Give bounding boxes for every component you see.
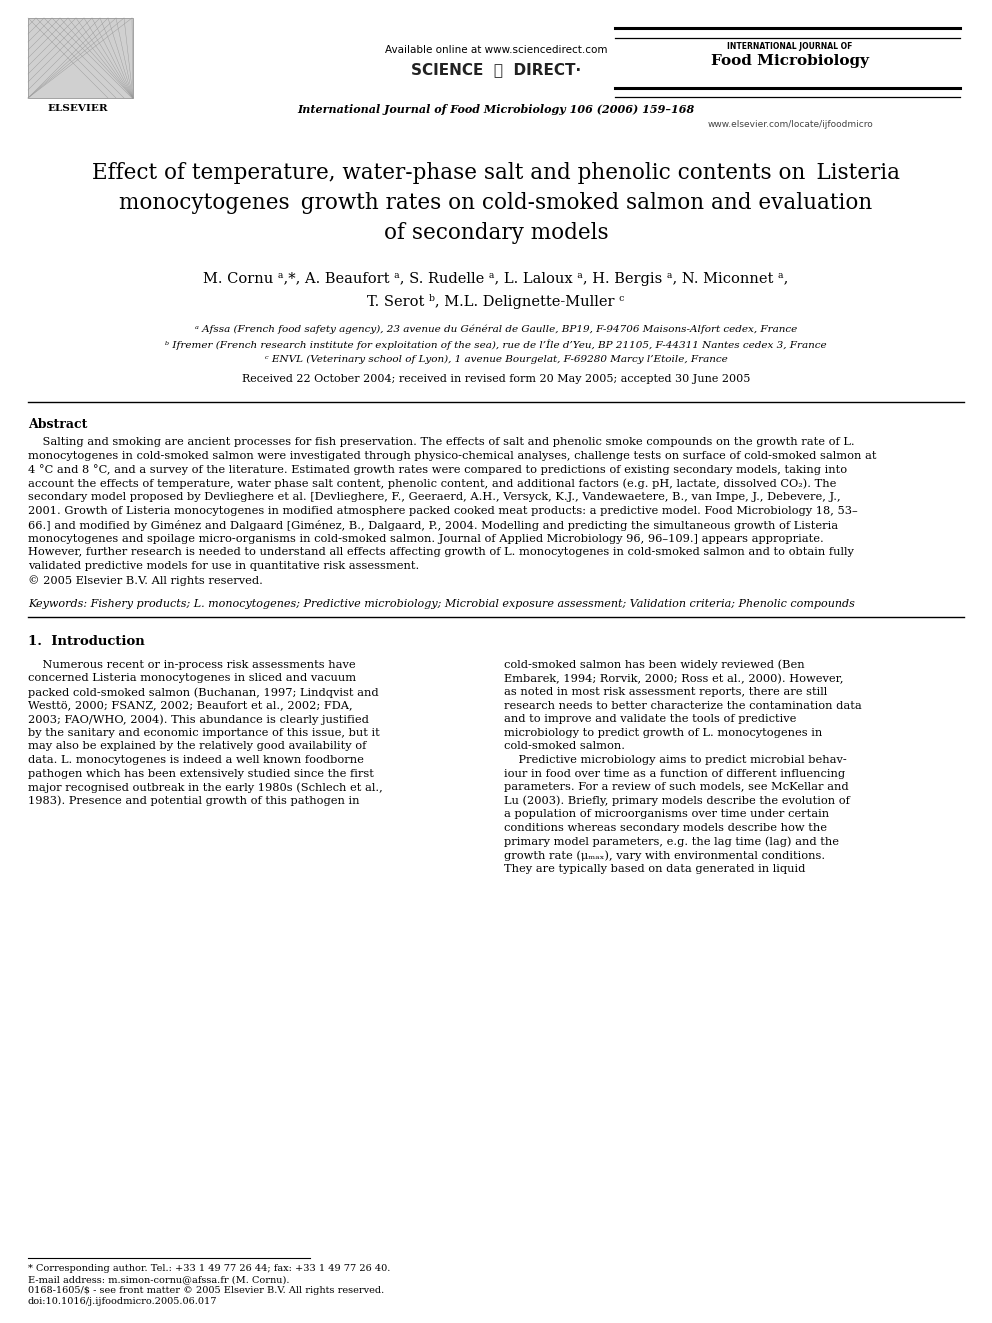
Text: microbiology to predict growth of L. monocytogenes in: microbiology to predict growth of L. mon… [504,728,822,738]
Text: account the effects of temperature, water phase salt content, phenolic content, : account the effects of temperature, wate… [28,479,836,490]
Text: cold-smoked salmon has been widely reviewed (Ben: cold-smoked salmon has been widely revie… [504,660,805,671]
Text: 4 °C and 8 °C, and a survey of the literature. Estimated growth rates were compa: 4 °C and 8 °C, and a survey of the liter… [28,464,847,475]
Text: of secondary models: of secondary models [384,222,608,243]
Text: cold-smoked salmon.: cold-smoked salmon. [504,741,625,751]
Text: They are typically based on data generated in liquid: They are typically based on data generat… [504,864,806,873]
Text: as noted in most risk assessment reports, there are still: as noted in most risk assessment reports… [504,687,827,697]
Text: ᶜ ENVL (Veterinary school of Lyon), 1 avenue Bourgelat, F-69280 Marcy l’Etoile, : ᶜ ENVL (Veterinary school of Lyon), 1 av… [265,355,727,364]
Text: Available online at www.sciencedirect.com: Available online at www.sciencedirect.co… [385,45,607,56]
Text: data. L. monocytogenes is indeed a well known foodborne: data. L. monocytogenes is indeed a well … [28,755,364,765]
Text: 1983). Presence and potential growth of this pathogen in: 1983). Presence and potential growth of … [28,796,359,806]
Text: monocytogenes and spoilage micro-organisms in cold-smoked salmon. Journal of App: monocytogenes and spoilage micro-organis… [28,533,823,544]
Text: by the sanitary and economic importance of this issue, but it: by the sanitary and economic importance … [28,728,380,738]
Text: 1.  Introduction: 1. Introduction [28,635,145,648]
Text: secondary model proposed by Devlieghere et al. [Devlieghere, F., Geeraerd, A.H.,: secondary model proposed by Devlieghere … [28,492,840,503]
Text: Abstract: Abstract [28,418,87,431]
Text: 2003; FAO/WHO, 2004). This abundance is clearly justified: 2003; FAO/WHO, 2004). This abundance is … [28,714,369,725]
Text: monocytogenes in cold-smoked salmon were investigated through physico-chemical a: monocytogenes in cold-smoked salmon were… [28,451,877,460]
Text: Numerous recent or in-process risk assessments have: Numerous recent or in-process risk asses… [28,660,355,669]
Text: www.elsevier.com/locate/ijfoodmicro: www.elsevier.com/locate/ijfoodmicro [707,120,873,130]
Text: pathogen which has been extensively studied since the first: pathogen which has been extensively stud… [28,769,374,779]
Text: Westtö, 2000; FSANZ, 2002; Beaufort et al., 2002; FDA,: Westtö, 2000; FSANZ, 2002; Beaufort et a… [28,701,352,710]
Bar [28,19,133,98]
Text: © 2005 Elsevier B.V. All rights reserved.: © 2005 Elsevier B.V. All rights reserved… [28,576,263,586]
Text: monocytogenes  growth rates on cold-smoked salmon and evaluation: monocytogenes growth rates on cold-smoke… [119,192,873,214]
Text: major recognised outbreak in the early 1980s (Schlech et al.,: major recognised outbreak in the early 1… [28,782,383,792]
Text: ᵇ Ifremer (French research institute for exploitation of the sea), rue de l’Île : ᵇ Ifremer (French research institute for… [166,340,826,351]
Text: SCIENCE  ⓐ  DIRECT·: SCIENCE ⓐ DIRECT· [411,62,581,77]
Text: ᵃ Afssa (French food safety agency), 23 avenue du Général de Gaulle, BP19, F-947: ᵃ Afssa (French food safety agency), 23 … [194,325,798,335]
Text: Effect of temperature, water-phase salt and phenolic contents on  Listeria: Effect of temperature, water-phase salt … [92,161,900,184]
Text: and to improve and validate the tools of predictive: and to improve and validate the tools of… [504,714,797,724]
Text: Food Microbiology: Food Microbiology [711,54,869,67]
Text: Salting and smoking are ancient processes for fish preservation. The effects of : Salting and smoking are ancient processe… [28,437,855,447]
Text: 66.] and modified by Giménez and Dalgaard [Giménez, B., Dalgaard, P., 2004. Mode: 66.] and modified by Giménez and Dalgaar… [28,520,838,531]
Text: Predictive microbiology aims to predict microbial behav-: Predictive microbiology aims to predict … [504,755,847,765]
Text: Embarek, 1994; Rorvik, 2000; Ross et al., 2000). However,: Embarek, 1994; Rorvik, 2000; Ross et al.… [504,673,843,684]
Text: M. Cornu ᵃ,*, A. Beaufort ᵃ, S. Rudelle ᵃ, L. Laloux ᵃ, H. Bergis ᵃ, N. Miconnet: M. Cornu ᵃ,*, A. Beaufort ᵃ, S. Rudelle … [203,273,789,286]
Text: primary model parameters, e.g. the lag time (lag) and the: primary model parameters, e.g. the lag t… [504,836,839,847]
Text: concerned Listeria monocytogenes in sliced and vacuum: concerned Listeria monocytogenes in slic… [28,673,356,684]
Text: E-mail address: m.simon-cornu@afssa.fr (M. Cornu).: E-mail address: m.simon-cornu@afssa.fr (… [28,1275,290,1285]
Text: validated predictive models for use in quantitative risk assessment.: validated predictive models for use in q… [28,561,420,572]
Text: T. Serot ᵇ, M.L. Delignette-Muller ᶜ: T. Serot ᵇ, M.L. Delignette-Muller ᶜ [367,294,625,310]
Text: 2001. Growth of Listeria monocytogenes in modified atmosphere packed cooked meat: 2001. Growth of Listeria monocytogenes i… [28,505,858,516]
Text: Keywords: Fishery products; L. monocytogenes; Predictive microbiology; Microbial: Keywords: Fishery products; L. monocytog… [28,599,855,609]
Text: iour in food over time as a function of different influencing: iour in food over time as a function of … [504,769,845,779]
Text: a population of microorganisms over time under certain: a population of microorganisms over time… [504,810,829,819]
Text: research needs to better characterize the contamination data: research needs to better characterize th… [504,701,862,710]
Text: parameters. For a review of such models, see McKellar and: parameters. For a review of such models,… [504,782,848,792]
Text: growth rate (μₘₐₓ), vary with environmental conditions.: growth rate (μₘₐₓ), vary with environmen… [504,851,825,861]
Text: Received 22 October 2004; received in revised form 20 May 2005; accepted 30 June: Received 22 October 2004; received in re… [242,374,750,384]
Text: may also be explained by the relatively good availability of: may also be explained by the relatively … [28,741,366,751]
Text: doi:10.1016/j.ijfoodmicro.2005.06.017: doi:10.1016/j.ijfoodmicro.2005.06.017 [28,1297,217,1306]
Text: INTERNATIONAL JOURNAL OF: INTERNATIONAL JOURNAL OF [727,42,853,52]
Text: International Journal of Food Microbiology 106 (2006) 159–168: International Journal of Food Microbiolo… [298,105,694,115]
Text: packed cold-smoked salmon (Buchanan, 1997; Lindqvist and: packed cold-smoked salmon (Buchanan, 199… [28,687,379,697]
Text: conditions whereas secondary models describe how the: conditions whereas secondary models desc… [504,823,827,833]
Text: However, further research is needed to understand all effects affecting growth o: However, further research is needed to u… [28,548,854,557]
Text: * Corresponding author. Tel.: +33 1 49 77 26 44; fax: +33 1 49 77 26 40.: * Corresponding author. Tel.: +33 1 49 7… [28,1263,391,1273]
Text: Lu (2003). Briefly, primary models describe the evolution of: Lu (2003). Briefly, primary models descr… [504,796,850,806]
Text: ELSEVIER: ELSEVIER [48,105,108,112]
Text: 0168-1605/$ - see front matter © 2005 Elsevier B.V. All rights reserved.: 0168-1605/$ - see front matter © 2005 El… [28,1286,384,1295]
